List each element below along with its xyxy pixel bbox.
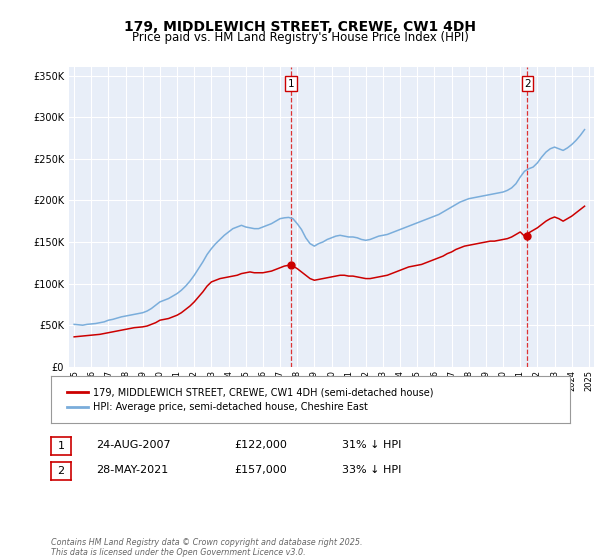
Text: 179, MIDDLEWICH STREET, CREWE, CW1 4DH: 179, MIDDLEWICH STREET, CREWE, CW1 4DH	[124, 20, 476, 34]
Text: 31% ↓ HPI: 31% ↓ HPI	[342, 440, 401, 450]
Text: Contains HM Land Registry data © Crown copyright and database right 2025.
This d: Contains HM Land Registry data © Crown c…	[51, 538, 362, 557]
Legend: 179, MIDDLEWICH STREET, CREWE, CW1 4DH (semi-detached house), HPI: Average price: 179, MIDDLEWICH STREET, CREWE, CW1 4DH (…	[61, 381, 439, 418]
Text: £122,000: £122,000	[234, 440, 287, 450]
Text: Price paid vs. HM Land Registry's House Price Index (HPI): Price paid vs. HM Land Registry's House …	[131, 31, 469, 44]
Text: 33% ↓ HPI: 33% ↓ HPI	[342, 465, 401, 475]
Text: 1: 1	[58, 441, 64, 451]
Text: 28-MAY-2021: 28-MAY-2021	[96, 465, 168, 475]
Text: 2: 2	[58, 466, 64, 476]
Text: £157,000: £157,000	[234, 465, 287, 475]
Text: 2: 2	[524, 79, 531, 89]
Text: 1: 1	[288, 79, 295, 89]
Text: 24-AUG-2007: 24-AUG-2007	[96, 440, 170, 450]
